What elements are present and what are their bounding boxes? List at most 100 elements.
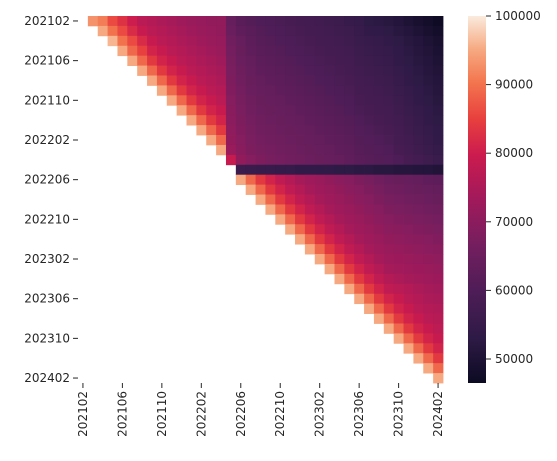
heatmap-cell: [324, 75, 335, 86]
heatmap-cell: [255, 45, 266, 57]
colorbar-tick-label: 70000: [495, 215, 533, 229]
heatmap-cell: [344, 45, 355, 57]
heatmap-cell: [413, 184, 424, 195]
y-tick-label: 202106: [24, 54, 70, 68]
heatmap-cell: [324, 25, 335, 37]
heatmap-cell: [344, 164, 355, 176]
heatmap-cell: [344, 35, 355, 47]
heatmap-cell: [156, 75, 168, 86]
heatmap-cell: [373, 263, 385, 275]
heatmap-cell: [433, 85, 444, 96]
heatmap-cell: [304, 224, 316, 235]
heatmap-cell: [373, 16, 385, 27]
heatmap-cell: [314, 204, 326, 215]
heatmap-cell: [364, 184, 375, 195]
heatmap-cell: [383, 214, 395, 225]
heatmap-cell: [373, 164, 385, 176]
heatmap-cell: [137, 45, 148, 57]
heatmap-cell: [433, 293, 444, 305]
heatmap-cell: [354, 164, 365, 176]
heatmap-cell: [344, 204, 355, 215]
heatmap-cell: [324, 85, 335, 96]
heatmap-cell: [225, 75, 237, 86]
heatmap-cell: [324, 254, 335, 265]
heatmap-cell: [433, 363, 444, 374]
heatmap-cell: [403, 204, 414, 215]
heatmap-cell: [423, 16, 434, 27]
heatmap-cell: [364, 115, 375, 126]
heatmap-cell: [107, 16, 118, 27]
heatmap-cell: [265, 164, 276, 176]
heatmap-cell: [334, 45, 345, 57]
heatmap-cell: [373, 35, 385, 47]
heatmap-cell: [433, 373, 444, 384]
heatmap-cell: [383, 293, 395, 305]
heatmap-cell: [393, 65, 404, 76]
heatmap-cell: [393, 75, 404, 86]
heatmap-cell: [334, 135, 345, 146]
heatmap-cell: [314, 105, 326, 116]
heatmap-cell: [373, 224, 385, 235]
heatmap-cell: [225, 115, 237, 126]
heatmap-cell: [413, 254, 424, 265]
heatmap-cell: [373, 125, 385, 136]
heatmap-cell: [245, 65, 256, 76]
heatmap-cell: [314, 194, 326, 205]
heatmap-cell: [373, 283, 385, 295]
heatmap-cell: [275, 45, 286, 57]
heatmap-cell: [383, 55, 395, 66]
heatmap-cell: [413, 85, 424, 96]
heatmap-cell: [216, 125, 227, 136]
heatmap-cell: [433, 323, 444, 334]
heatmap-cell: [245, 95, 256, 106]
heatmap-cell: [206, 125, 217, 136]
heatmap-cell: [354, 263, 365, 275]
heatmap-cell: [334, 16, 345, 27]
heatmap-cell: [423, 144, 434, 156]
heatmap-cell: [285, 35, 296, 47]
heatmap-cell: [364, 283, 375, 295]
heatmap-cell: [196, 75, 207, 86]
heatmap-cell: [304, 174, 316, 186]
heatmap-cell: [403, 85, 414, 96]
heatmap-cell: [403, 303, 414, 314]
heatmap-cell: [127, 25, 138, 37]
heatmap-cell: [235, 154, 247, 166]
heatmap-cell: [383, 45, 395, 57]
heatmap-cell: [255, 194, 266, 205]
heatmap-cell: [413, 154, 424, 166]
heatmap-cell: [314, 154, 326, 166]
heatmap-cell: [393, 154, 404, 166]
heatmap-cell: [304, 16, 316, 27]
heatmap-cell: [423, 154, 434, 166]
heatmap-cell: [433, 16, 444, 27]
heatmap-cell: [334, 35, 345, 47]
y-axis-ticks: 202102 202106 202110 202202 202206 202210 2023…: [24, 14, 78, 385]
heatmap-cell: [354, 35, 365, 47]
heatmap-cell: [166, 55, 178, 66]
heatmap-cell: [383, 95, 395, 106]
heatmap-cell: [344, 224, 355, 235]
heatmap-cell: [354, 95, 365, 106]
heatmap-cell: [127, 45, 138, 57]
heatmap-cell: [314, 75, 326, 86]
heatmap-cell: [235, 105, 247, 116]
colorbar-tick-label: 80000: [495, 146, 533, 160]
heatmap-cell: [373, 174, 385, 186]
heatmap-cell: [364, 45, 375, 57]
heatmap-cell: [225, 144, 237, 156]
heatmap-cell: [393, 184, 404, 195]
heatmap-cell: [364, 263, 375, 275]
heatmap-cell: [403, 333, 414, 344]
heatmap-cell: [314, 164, 326, 176]
heatmap-cell: [393, 204, 404, 215]
heatmap-cell: [423, 244, 434, 255]
heatmap-cell: [196, 25, 207, 37]
heatmap-cell: [216, 55, 227, 66]
heatmap-cell: [403, 16, 414, 27]
heatmap-cell: [393, 174, 404, 186]
heatmap-cell: [304, 115, 316, 126]
heatmap-cell: [373, 154, 385, 166]
heatmap-cell: [423, 263, 434, 275]
heatmap-cell: [354, 194, 365, 205]
